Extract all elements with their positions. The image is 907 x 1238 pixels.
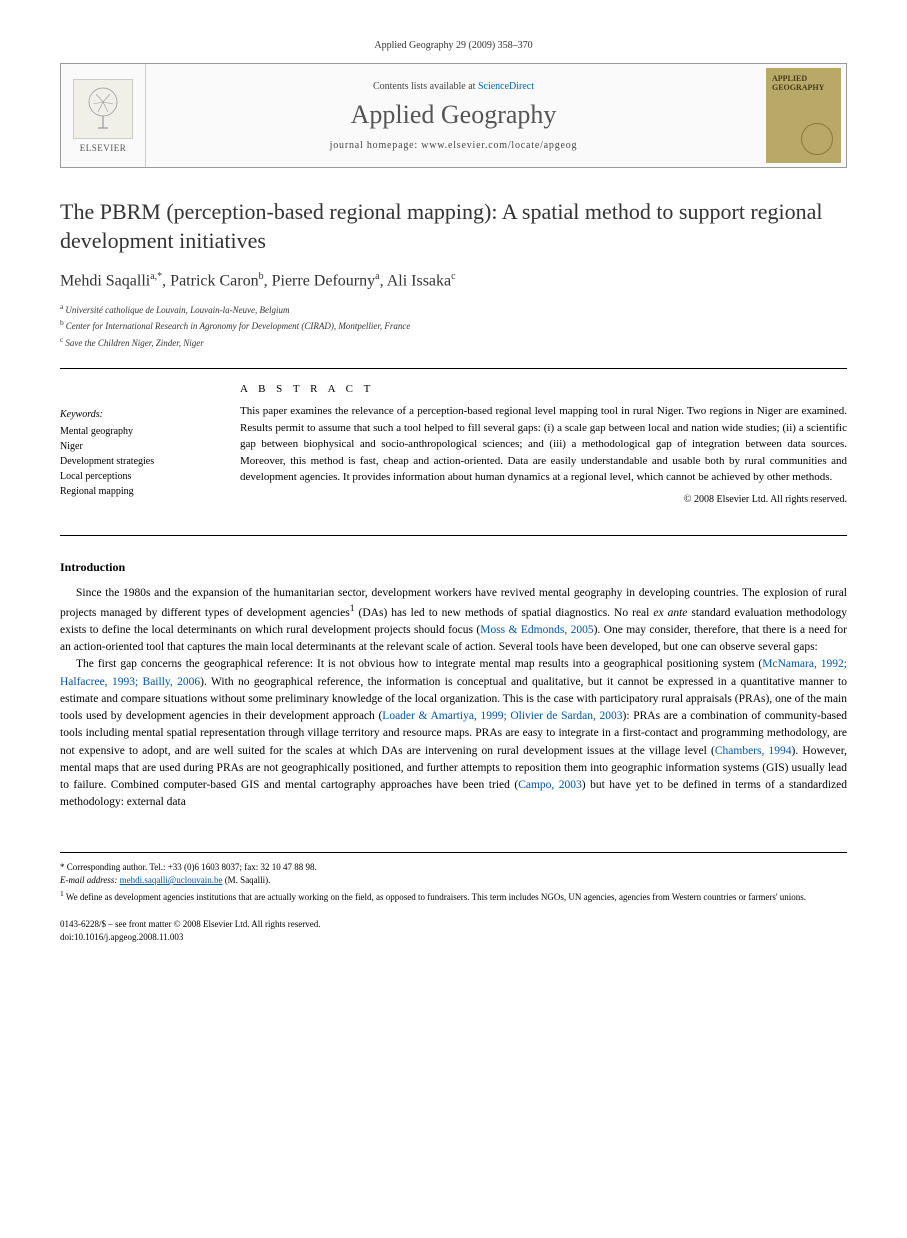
author-3[interactable]: Pierre Defourny [272,273,376,290]
publisher-name: ELSEVIER [80,143,127,153]
divider [60,368,847,369]
cover-line1: APPLIED [772,74,807,83]
contents-available: Contents lists available at ScienceDirec… [373,81,534,92]
doi-line: doi:10.1016/j.apgeog.2008.11.003 [60,931,847,944]
author-3-aff: a [375,271,379,282]
footnote-1-text: We define as development agencies instit… [64,892,806,902]
text-run: The first gap concerns the geographical … [76,658,762,670]
abstract-text: This paper examines the relevance of a p… [240,403,847,486]
publisher-logo[interactable]: ELSEVIER [61,64,146,167]
citation-link[interactable]: Moss & Edmonds, 2005 [480,624,593,636]
keywords-head: Keywords: [60,407,210,422]
author-list: Mehdi Saqallia,*, Patrick Caronb, Pierre… [60,271,847,290]
keyword-item: Development strategies [60,454,210,469]
sciencedirect-link[interactable]: ScienceDirect [478,81,534,92]
intro-para-2: The first gap concerns the geographical … [60,656,847,811]
email-line: E-mail address: mehdi.saqalli@uclouvain.… [60,874,847,888]
author-1[interactable]: Mehdi Saqalli [60,273,150,290]
abstract-section: Keywords: Mental geography Niger Develop… [60,383,847,505]
affiliation-a: Université catholique de Louvain, Louvai… [65,305,289,315]
affiliation-b: Center for International Research in Agr… [66,321,411,331]
elsevier-tree-icon [73,79,133,139]
cover-thumbnail: APPLIED GEOGRAPHY [766,68,841,163]
doi-block: 0143-6228/$ – see front matter © 2008 El… [60,918,847,943]
article-title: The PBRM (perception-based regional mapp… [60,198,847,255]
intro-body: Since the 1980s and the expansion of the… [60,585,847,812]
journal-cover[interactable]: APPLIED GEOGRAPHY [761,64,846,167]
footer-block: * Corresponding author. Tel.: +33 (0)6 1… [60,852,847,905]
keyword-item: Local perceptions [60,469,210,484]
section-head-intro: Introduction [60,560,847,575]
email-suffix: (M. Saqalli). [222,875,270,885]
footnote-1: 1 We define as development agencies inst… [60,888,847,905]
citation-link[interactable]: Campo, 2003 [518,779,582,791]
keyword-item: Niger [60,439,210,454]
keyword-item: Mental geography [60,424,210,439]
citation-link[interactable]: Loader & Amartiya, 1999; Olivier de Sard… [382,710,622,722]
abstract-column: A B S T R A C T This paper examines the … [240,383,847,505]
journal-header: ELSEVIER Contents lists available at Sci… [60,63,847,168]
author-1-aff: a,* [150,271,162,282]
keyword-item: Regional mapping [60,484,210,499]
author-2[interactable]: Patrick Caron [170,273,258,290]
affiliation-c: Save the Children Niger, Zinder, Niger [65,338,203,348]
header-citation: Applied Geography 29 (2009) 358–370 [60,40,847,51]
corresponding-author: * Corresponding author. Tel.: +33 (0)6 1… [60,861,847,875]
issn-line: 0143-6228/$ – see front matter © 2008 El… [60,918,847,931]
cover-line2: GEOGRAPHY [772,83,824,92]
abstract-head: A B S T R A C T [240,383,847,395]
text-run: (DAs) has led to new methods of spatial … [355,607,654,619]
journal-title: Applied Geography [351,100,557,130]
journal-homepage: journal homepage: www.elsevier.com/locat… [330,140,578,151]
text-emph: ex ante [653,607,687,619]
author-4-aff: c [451,271,455,282]
author-4[interactable]: Ali Issaka [387,273,451,290]
abstract-copyright: © 2008 Elsevier Ltd. All rights reserved… [240,494,847,505]
citation-link[interactable]: Chambers, 1994 [715,745,792,757]
contents-prefix: Contents lists available at [373,81,478,92]
email-label: E-mail address: [60,875,117,885]
author-2-aff: b [259,271,264,282]
journal-center: Contents lists available at ScienceDirec… [146,64,761,167]
keywords-column: Keywords: Mental geography Niger Develop… [60,383,210,505]
intro-para-1: Since the 1980s and the expansion of the… [60,585,847,657]
divider [60,535,847,536]
affiliations: aUniversité catholique de Louvain, Louva… [60,301,847,351]
email-link[interactable]: mehdi.saqalli@uclouvain.be [120,875,223,885]
